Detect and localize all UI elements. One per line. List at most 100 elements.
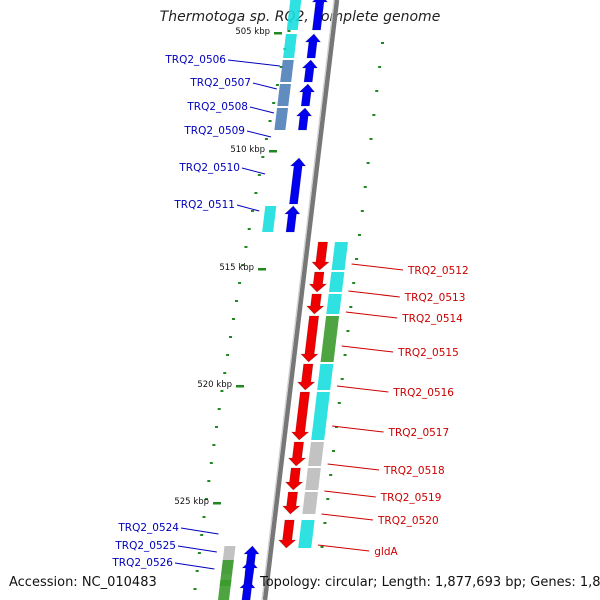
forward-gene-arrow [301, 59, 318, 83]
scale-dot [275, 84, 279, 86]
gene-similarity-band [219, 560, 234, 586]
gene-label-leader [236, 204, 260, 212]
reverse-gene-label: TRQ2_0520 [377, 515, 439, 527]
gene-similarity-band [283, 34, 297, 58]
scale-tick-label: 525 kbp [174, 497, 209, 507]
gene-similarity-band [308, 442, 324, 466]
scale-dot [272, 102, 276, 104]
gene-similarity-band [305, 468, 321, 490]
scale-tick-label: 515 kbp [219, 263, 254, 273]
reverse-gene-arrow [284, 467, 304, 491]
scale-dot [264, 138, 268, 140]
reverse-gene-arrow [287, 441, 307, 467]
scale-dot [381, 42, 384, 44]
scale-dot [197, 552, 201, 554]
scale-dot [195, 570, 199, 572]
forward-gene-arrow [304, 33, 322, 59]
scale-dot [217, 408, 221, 410]
gene-label-leader [177, 545, 217, 553]
reverse-gene-label: TRQ2_0517 [388, 427, 450, 439]
scale-dot [193, 588, 197, 590]
gene-similarity-band [277, 84, 291, 106]
scale-dot [352, 282, 356, 284]
gene-label-leader [341, 345, 394, 353]
forward-gene-label: TRQ2_0525 [114, 540, 176, 552]
forward-gene-arrow [311, 0, 328, 31]
scale-tick-mark [258, 268, 266, 271]
scale-dot [209, 462, 213, 464]
scale-dot [346, 330, 350, 332]
gene-similarity-band [280, 60, 294, 82]
gene-similarity-band [311, 392, 330, 440]
scale-dot [363, 186, 367, 188]
gene-label-leader [336, 385, 389, 393]
scale-dot [340, 378, 344, 380]
forward-gene-arrow [289, 157, 307, 205]
scale-dot [254, 192, 258, 194]
scale-dot [326, 498, 330, 500]
scale-dot [212, 444, 216, 446]
scale-dot [257, 174, 261, 176]
map-title: Thermotoga sp. RQ2, complete genome [159, 9, 441, 25]
backbone-line [262, 0, 340, 600]
gene-label-leader [327, 463, 380, 471]
reverse-gene-arrow [311, 241, 330, 271]
topology-label: Topology: circular; Length: 1,877,693 bp… [260, 575, 600, 590]
scale-dot [207, 480, 211, 482]
gene-similarity-band [218, 580, 232, 600]
scale-tick-mark [213, 502, 221, 505]
scale-tick-label: 505 kbp [235, 27, 270, 37]
gene-label-leader [345, 311, 398, 319]
gene-similarity-band [326, 294, 342, 314]
reverse-gene-arrow [306, 293, 325, 315]
reverse-gene-label: gldA [374, 546, 398, 558]
forward-gene-arrow [239, 579, 256, 600]
forward-gene-arrow [298, 83, 316, 107]
scale-dot [261, 156, 265, 158]
scale-dot [223, 372, 227, 374]
scale-dot [204, 498, 208, 500]
gene-label-leader [246, 130, 272, 138]
reverse-gene-label: TRQ2_0516 [392, 387, 454, 399]
forward-gene-label: TRQ2_0510 [178, 162, 240, 174]
gene-label-leader [321, 513, 374, 521]
scale-dot [320, 546, 324, 548]
scale-dot [366, 162, 370, 164]
scale-dot [360, 210, 364, 212]
reverse-gene-arrow [282, 491, 301, 515]
gene-similarity-band [317, 364, 334, 390]
forward-gene-arrow [295, 107, 313, 131]
scale-dot [238, 282, 242, 284]
scale-dot [372, 114, 376, 116]
scale-dot [215, 426, 219, 428]
gene-label-leader [180, 527, 219, 535]
scale-dot [235, 300, 238, 302]
scale-dot [231, 318, 235, 320]
reverse-gene-arrow [296, 363, 316, 391]
gene-similarity-band [302, 492, 318, 514]
gene-similarity-band [298, 520, 315, 548]
forward-gene-label: TRQ2_0524 [117, 522, 179, 534]
forward-gene-label: TRQ2_0506 [164, 54, 226, 66]
reverse-gene-arrow [300, 315, 320, 363]
scale-dot [337, 402, 341, 404]
scale-dot [287, 30, 291, 32]
scale-dot [228, 336, 232, 338]
scale-dot [247, 228, 251, 230]
scale-tick-label: 520 kbp [197, 380, 232, 390]
scale-dot [220, 390, 224, 392]
scale-dot [369, 138, 373, 140]
gene-similarity-band [274, 108, 289, 130]
scale-dot [202, 516, 206, 518]
scale-tick-mark [269, 150, 277, 153]
scale-dot [357, 234, 361, 236]
forward-gene-label: TRQ2_0526 [111, 557, 173, 569]
reverse-gene-label: TRQ2_0519 [380, 492, 442, 504]
scale-dot [378, 66, 382, 68]
gene-similarity-band [328, 272, 345, 292]
scale-dot [226, 354, 230, 356]
backbone-edge [261, 0, 335, 600]
scale-dot [244, 246, 248, 248]
